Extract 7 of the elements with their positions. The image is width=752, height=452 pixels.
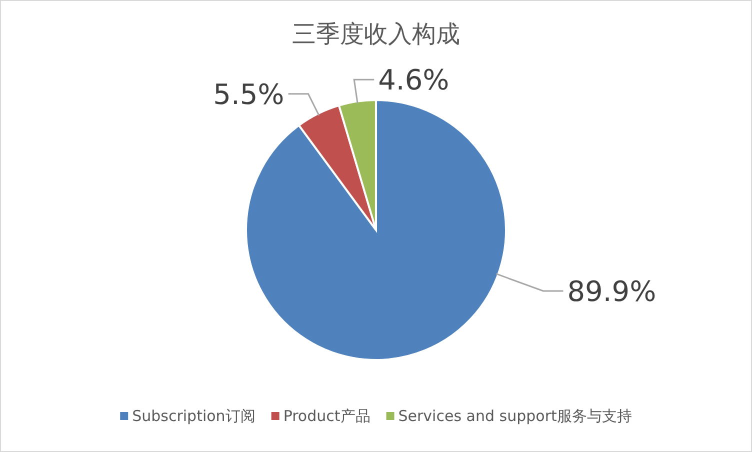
data-label: 89.9%	[567, 274, 656, 308]
data-label: 5.5%	[213, 78, 284, 111]
legend-label: Product产品	[283, 407, 370, 425]
legend-label: Services and support服务与支持	[398, 407, 632, 425]
data-label: 4.6%	[378, 64, 450, 97]
legend-label: Subscription订阅	[132, 407, 256, 425]
chart-title: 三季度收入构成	[292, 20, 460, 48]
